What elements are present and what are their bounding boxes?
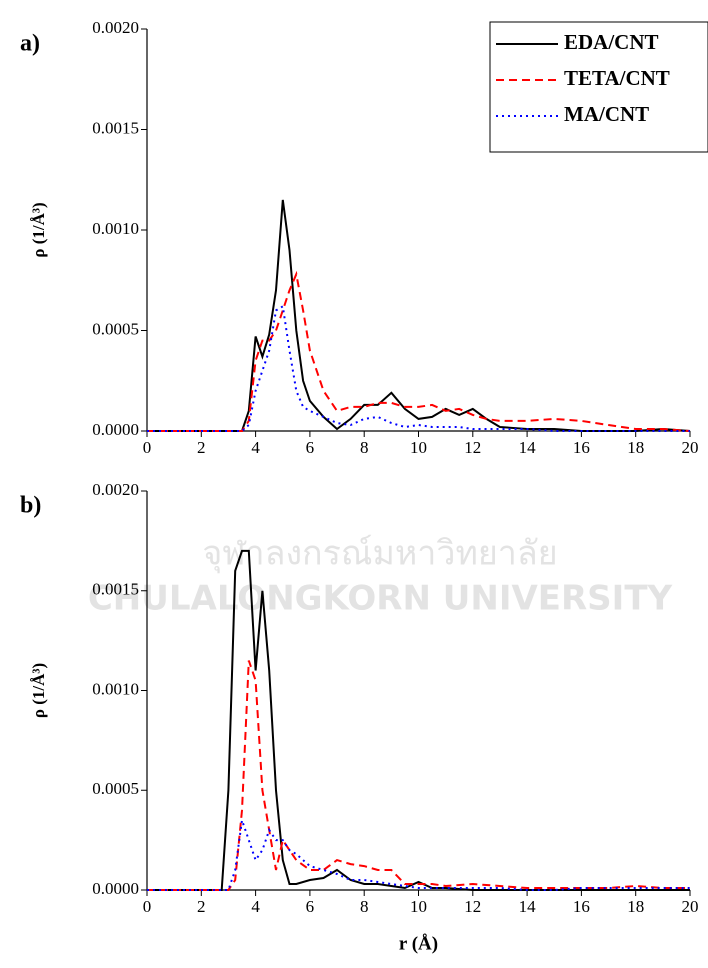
- y-tick-label: 0.0005: [92, 779, 139, 798]
- x-tick-label: 16: [573, 897, 590, 916]
- x-tick-label: 16: [573, 438, 590, 457]
- legend-label: EDA/CNT: [564, 30, 659, 54]
- y-tick-label: 0.0000: [92, 879, 139, 898]
- x-tick-label: 18: [627, 438, 644, 457]
- x-tick-label: 12: [464, 438, 481, 457]
- x-tick-label: 4: [251, 897, 260, 916]
- legend-label: TETA/CNT: [564, 66, 670, 90]
- x-tick-label: 8: [360, 438, 369, 457]
- x-tick-label: 10: [410, 438, 427, 457]
- x-axis-label: r (Å): [399, 933, 438, 954]
- x-tick-label: 4: [251, 438, 260, 457]
- y-tick-label: 0.0020: [92, 480, 139, 499]
- x-tick-label: 20: [682, 897, 699, 916]
- y-tick-label: 0.0015: [92, 580, 139, 599]
- y-axis-label: ρ (1/Å³): [29, 202, 48, 257]
- x-tick-label: 12: [464, 897, 481, 916]
- x-tick-label: 14: [519, 897, 537, 916]
- series-line: [147, 199, 691, 432]
- y-tick-label: 0.0010: [92, 679, 139, 698]
- series-line: [147, 660, 690, 891]
- watermark: CHULALONGKORN UNIVERSITY: [88, 579, 673, 619]
- y-tick-label: 0.0005: [92, 319, 139, 338]
- series-line: [147, 819, 690, 891]
- x-tick-label: 6: [306, 897, 315, 916]
- series-line: [147, 549, 690, 891]
- x-tick-label: 6: [306, 438, 315, 457]
- y-tick-label: 0.0000: [92, 420, 139, 439]
- panel-label: b): [20, 493, 41, 519]
- x-tick-label: 0: [143, 438, 152, 457]
- x-tick-label: 2: [197, 897, 206, 916]
- y-tick-label: 0.0020: [92, 18, 139, 37]
- x-tick-label: 20: [682, 438, 699, 457]
- x-tick-label: 18: [627, 897, 644, 916]
- x-tick-label: 8: [360, 897, 369, 916]
- x-tick-label: 2: [197, 438, 206, 457]
- y-tick-label: 0.0010: [92, 219, 139, 238]
- y-tick-label: 0.0015: [92, 118, 139, 137]
- x-tick-label: 10: [410, 897, 427, 916]
- x-tick-label: 14: [519, 438, 537, 457]
- y-axis-label: ρ (1/Å³): [29, 663, 48, 718]
- legend-label: MA/CNT: [564, 102, 649, 126]
- x-tick-label: 0: [143, 897, 152, 916]
- panel-label: a): [20, 31, 40, 57]
- series-line: [147, 270, 691, 432]
- watermark: จุฬาลงกรณ์มหาวิทยาลัย: [202, 534, 557, 574]
- series-line: [147, 304, 690, 432]
